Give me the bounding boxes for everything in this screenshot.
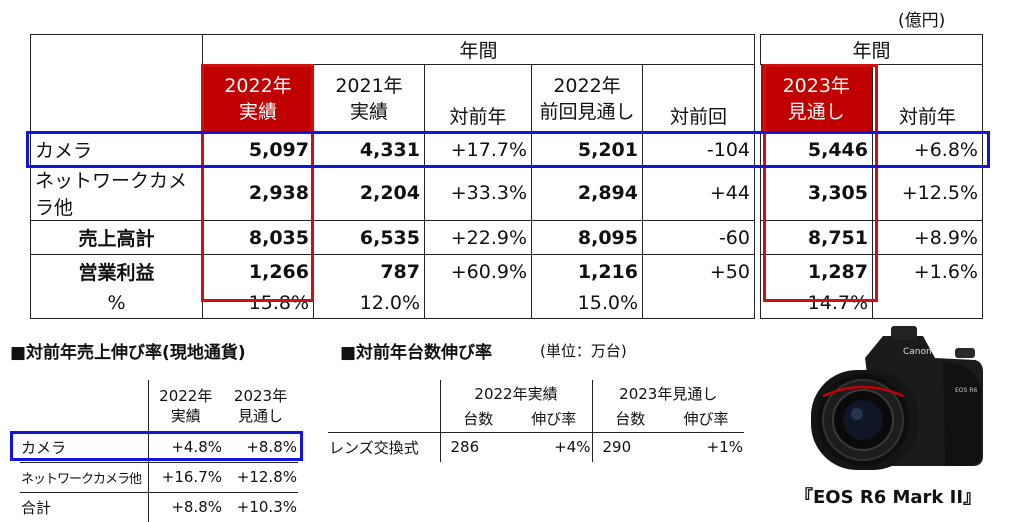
col-header-2023-forecast: 2023年 見通し	[760, 64, 873, 133]
table-row: レンズ交換式 286 +4% 290 +1%	[328, 432, 744, 462]
growth-local-table: 2022年 実績 2023年 見通し カメラ +4.8% +8.8% ネットワー…	[20, 380, 298, 522]
col-header-yoy-2023: 対前年	[872, 64, 983, 133]
group-header-1: 年間	[202, 34, 755, 65]
highlight-2022-actual	[201, 64, 314, 302]
col-header-2022-prev: 2022年 前回見通し	[531, 64, 643, 133]
camera-image: Canon EOS R6	[811, 326, 983, 470]
sales-table: 年間 年間 2022年 実績 2021年 実績 対前年 2022年 前回見通し …	[30, 34, 983, 319]
table-row: 営業利益 1,266 787 +60.9% 1,216 +50 1,287 +1…	[30, 254, 983, 289]
product-caption: 『EOS R6 Mark II』	[795, 487, 982, 508]
group-header-2: 年間	[760, 34, 983, 65]
unit-growth-title: ■対前年台数伸び率	[340, 343, 493, 363]
col-header-2022-actual: 2022年 実績	[202, 64, 314, 133]
corner-cell	[30, 34, 203, 134]
brand-logo: Canon	[903, 347, 932, 357]
table-row: ネットワークカメラ他 +16.7% +12.8%	[20, 462, 298, 492]
col-header-vs-prev: 対前回	[642, 64, 755, 133]
col-header-2021-actual: 2021年 実績	[313, 64, 425, 133]
table-row: 合計 +8.8% +10.3%	[20, 492, 298, 522]
unit-label: (億円)	[898, 11, 946, 31]
table-row: % 15.8% 12.0% 15.0% 14.7%	[30, 288, 983, 319]
growth-local-title: ■対前年売上伸び率(現地通貨)	[10, 343, 246, 363]
model-badge: EOS R6	[955, 387, 977, 394]
unit-growth-table: 2022年実績 2023年見通し 台数 伸び率 台数 伸び率 レンズ交換式 28…	[328, 380, 744, 462]
highlight-camera-growth	[10, 431, 303, 461]
table-row: カメラ 5,097 4,331 +17.7% 5,201 -104 5,446 …	[30, 133, 983, 166]
unit-growth-unit: (単位：万台)	[540, 342, 627, 360]
highlight-2023-forecast	[763, 64, 878, 302]
highlight-camera-row	[26, 131, 990, 168]
col-header-yoy: 対前年	[424, 64, 532, 133]
table-row: カメラ +4.8% +8.8%	[20, 432, 298, 462]
table-row: 売上高計 8,035 6,535 +22.9% 8,095 -60 8,751 …	[30, 220, 983, 255]
